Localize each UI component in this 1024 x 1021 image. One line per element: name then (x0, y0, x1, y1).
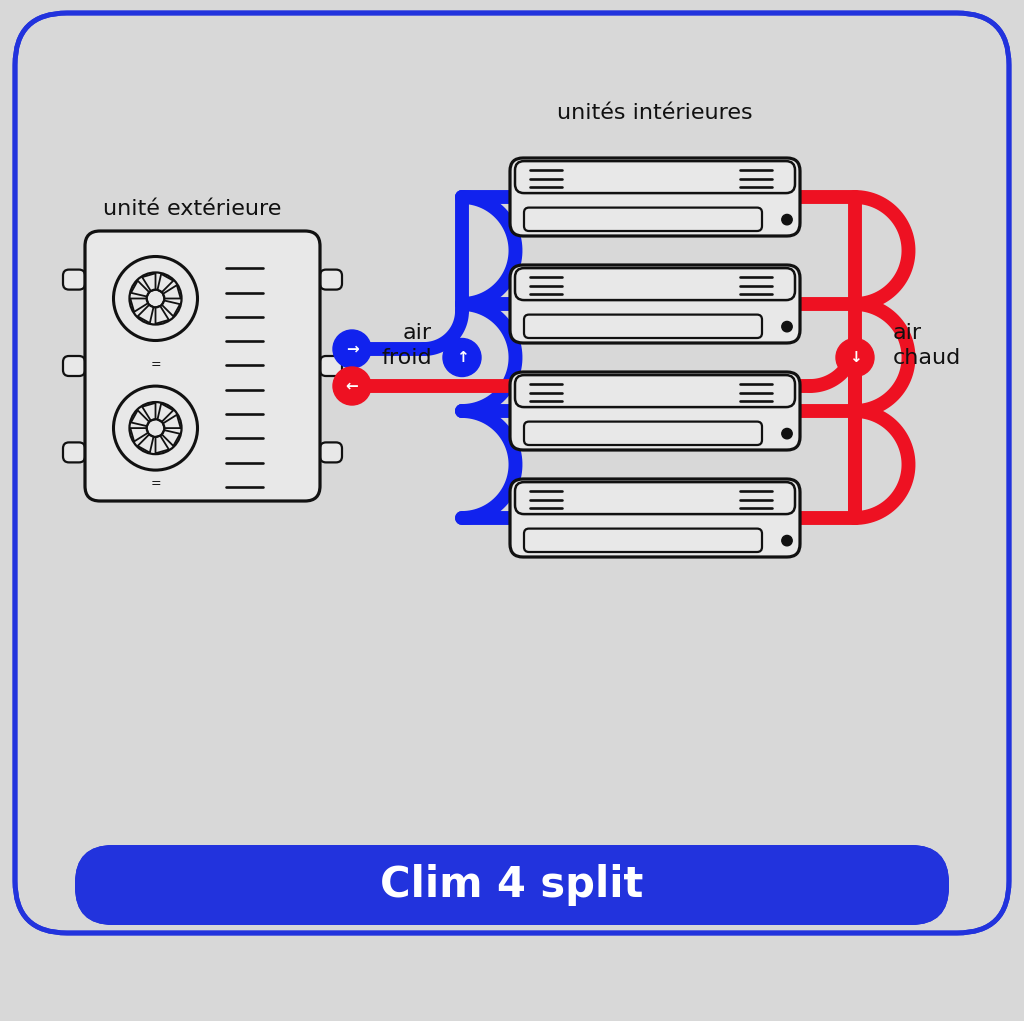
FancyBboxPatch shape (63, 356, 85, 376)
FancyBboxPatch shape (510, 479, 800, 557)
Circle shape (836, 339, 874, 377)
Text: air
froid: air froid (381, 323, 432, 368)
Text: =: = (151, 477, 161, 490)
Text: ←: ← (346, 379, 358, 393)
FancyBboxPatch shape (515, 375, 795, 407)
FancyBboxPatch shape (510, 372, 800, 450)
FancyBboxPatch shape (85, 231, 319, 501)
Text: →: → (346, 341, 358, 356)
Text: Clim 4 split: Clim 4 split (380, 864, 644, 906)
Circle shape (333, 330, 371, 368)
Circle shape (781, 535, 793, 546)
FancyBboxPatch shape (515, 482, 795, 515)
FancyBboxPatch shape (515, 269, 795, 300)
FancyBboxPatch shape (63, 270, 85, 290)
FancyBboxPatch shape (524, 207, 762, 231)
FancyBboxPatch shape (524, 422, 762, 445)
Circle shape (443, 339, 481, 377)
Text: Clim 4 split: Clim 4 split (380, 864, 644, 906)
Text: air
chaud: air chaud (893, 323, 962, 368)
FancyBboxPatch shape (75, 845, 949, 925)
Circle shape (781, 322, 793, 332)
FancyBboxPatch shape (510, 158, 800, 236)
Text: ↓: ↓ (849, 350, 861, 364)
FancyBboxPatch shape (319, 356, 342, 376)
Circle shape (333, 367, 371, 405)
Text: ↑: ↑ (456, 350, 468, 364)
FancyBboxPatch shape (15, 13, 1009, 933)
FancyBboxPatch shape (63, 442, 85, 463)
FancyBboxPatch shape (524, 314, 762, 338)
FancyBboxPatch shape (524, 529, 762, 552)
Text: unité extérieure: unité extérieure (103, 199, 282, 218)
Text: =: = (151, 358, 161, 372)
FancyBboxPatch shape (319, 442, 342, 463)
Circle shape (781, 214, 793, 225)
Circle shape (781, 429, 793, 439)
FancyBboxPatch shape (515, 161, 795, 193)
Text: unités intérieures: unités intérieures (557, 103, 753, 123)
FancyBboxPatch shape (510, 265, 800, 343)
FancyBboxPatch shape (319, 270, 342, 290)
FancyBboxPatch shape (75, 845, 949, 925)
